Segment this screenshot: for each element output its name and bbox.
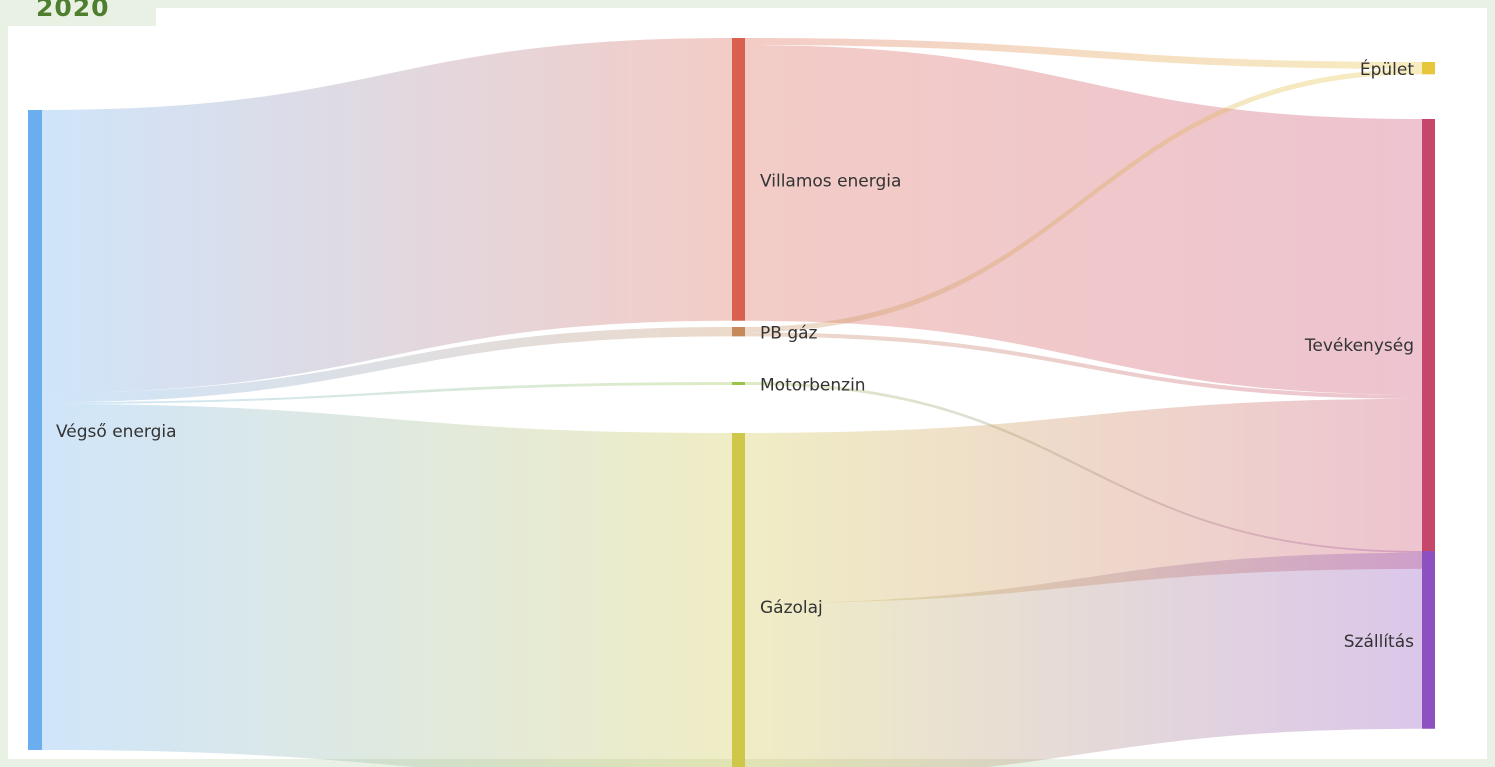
node-label-gazolaj: Gázolaj [760, 598, 823, 618]
node-epulet[interactable] [1422, 62, 1435, 75]
node-vegso[interactable] [28, 110, 42, 750]
node-label-epulet: Épület [1360, 58, 1414, 80]
year-label: 2020 [36, 0, 110, 22]
sankey-links [41, 38, 1422, 767]
link-gazolaj-tevekenyseg[interactable] [745, 398, 1422, 604]
node-tevekenyseg[interactable] [1422, 119, 1435, 569]
year-tab [0, 0, 156, 26]
node-label-szallitas: Szállítás [1344, 632, 1414, 652]
link-pb-epulet[interactable] [745, 69, 1422, 333]
node-label-tevekenyseg: Tevékenység [1304, 336, 1414, 356]
node-label-pb: PB gáz [760, 324, 818, 344]
node-motorbenzin[interactable] [732, 382, 745, 385]
node-pb[interactable] [732, 327, 745, 337]
link-villamos-epulet[interactable] [745, 38, 1422, 70]
node-label-motorbenzin: Motorbenzin [760, 376, 866, 396]
link-pb-tevekenyseg[interactable] [745, 332, 1422, 399]
link-villamos-tevekenyseg[interactable] [745, 45, 1422, 395]
link-gazolaj-szallitas[interactable] [745, 552, 1422, 767]
sankey-nodes: Végső energia Villamos energia PB gáz Motor… [28, 38, 1435, 767]
node-szallitas[interactable] [1422, 551, 1435, 729]
node-gazolaj[interactable] [732, 433, 745, 767]
node-label-vegso: Végső energia [56, 422, 177, 442]
link-vegso-pb[interactable] [41, 327, 732, 403]
link-vegso-gazolaj[interactable] [41, 403, 732, 767]
link-vegso-motorbenzin[interactable] [41, 382, 732, 404]
node-label-villamos: Villamos energia [760, 171, 901, 191]
node-villamos[interactable] [732, 38, 745, 321]
link-vegso-villamos[interactable] [41, 38, 732, 393]
